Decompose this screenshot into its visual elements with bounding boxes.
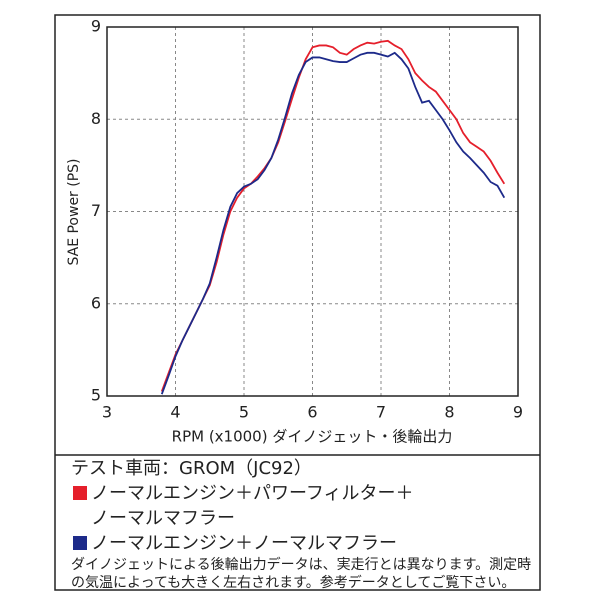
x-axis-label: RPM (x1000) ダイノジェット・後輪出力 xyxy=(172,428,453,446)
legend-entry: ノーマルエンジン＋ノーマルマフラー xyxy=(71,531,541,556)
x-tick-label: 4 xyxy=(170,403,180,422)
legend-entry: ノーマルエンジン＋パワーフィルター＋ノーマルマフラー xyxy=(71,481,541,531)
legend-entries: ノーマルエンジン＋パワーフィルター＋ノーマルマフラーノーマルエンジン＋ノーマルマ… xyxy=(71,481,541,556)
y-tick-label: 6 xyxy=(91,293,101,312)
x-tick-label: 8 xyxy=(444,403,454,422)
legend-swatch xyxy=(73,486,87,500)
frame xyxy=(54,14,541,591)
y-tick-label: 5 xyxy=(91,386,101,405)
y-axis-label: SAE Power (PS) xyxy=(66,158,82,265)
line xyxy=(160,51,506,395)
x-tick-label: 6 xyxy=(307,403,317,422)
plot-frame xyxy=(106,26,519,397)
note: の気温によっても大きく左右されます。参考データとしてご覧下さい。 xyxy=(71,575,516,591)
y-tick-label: 7 xyxy=(91,201,101,220)
x-tick-label: 5 xyxy=(239,403,249,422)
line xyxy=(160,39,506,392)
y-tick-label: 9 xyxy=(91,17,101,36)
y-tick-label: 8 xyxy=(91,109,101,128)
legend-label: ノーマルエンジン＋パワーフィルター＋ノーマルマフラー xyxy=(91,483,414,529)
note: ダイノジェットによる後輪出力データは、実走行とは異なります。測定時 xyxy=(71,557,532,573)
x-tick-label: 3 xyxy=(102,403,112,422)
legend: テスト車両：GROM（JC92） ノーマルエンジン＋パワーフィルター＋ノーマルマ… xyxy=(71,456,541,592)
legend-label: ノーマルエンジン＋ノーマルマフラー xyxy=(91,533,397,554)
legend-title: テスト車両：GROM（JC92） xyxy=(71,458,312,479)
x-tick-label: 7 xyxy=(376,403,386,422)
x-tick-label: 9 xyxy=(513,403,523,422)
legend-swatch xyxy=(73,536,87,550)
